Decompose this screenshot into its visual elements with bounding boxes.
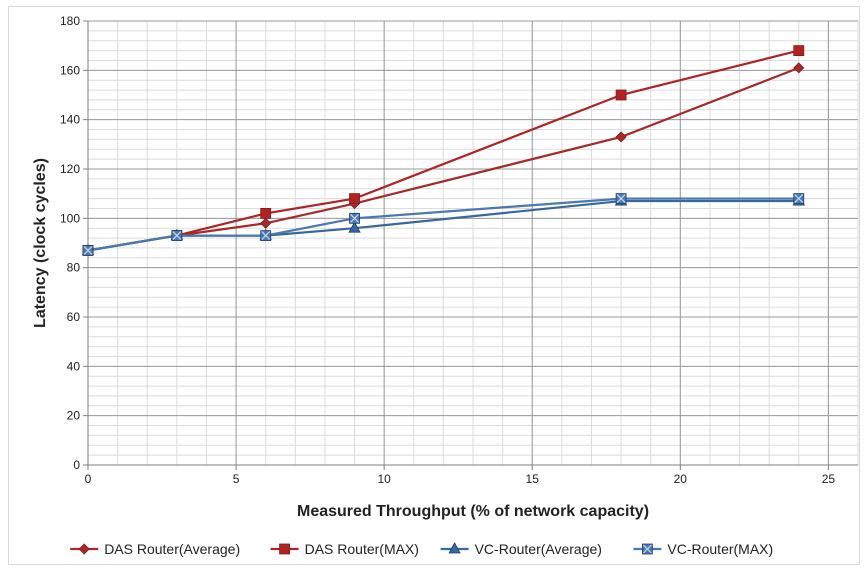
marker-cross	[350, 213, 359, 223]
x-tick-label: 5	[233, 472, 240, 486]
legend-label: DAS Router(Average)	[104, 541, 240, 557]
y-tick-label: 20	[67, 409, 81, 423]
legend-marker	[78, 543, 90, 555]
marker-cross	[794, 194, 804, 204]
y-tick-label: 140	[60, 113, 80, 127]
data-point	[348, 221, 361, 233]
data-point	[171, 230, 183, 242]
y-axis-title: Latency (clock cycles)	[32, 158, 49, 328]
data-point	[260, 217, 272, 229]
legend-label: VC-Router(Average)	[475, 541, 602, 557]
data-point	[349, 193, 360, 205]
series-layer	[81, 45, 805, 256]
legend-item-1: DAS Router(MAX)	[270, 541, 419, 557]
minor-gridlines	[87, 20, 859, 466]
y-tick-label: 80	[67, 261, 81, 275]
legend-label: DAS Router(MAX)	[305, 541, 419, 557]
y-tick-label: 0	[73, 458, 80, 472]
data-point	[260, 207, 272, 219]
data-point	[793, 193, 805, 205]
data-point	[615, 131, 627, 143]
y-tick-label: 100	[60, 211, 80, 225]
legend-marker	[279, 543, 291, 555]
legend-marker	[448, 542, 461, 554]
x-tick-label: 20	[674, 472, 688, 486]
legend-item-0: DAS Router(Average)	[70, 541, 240, 557]
tick-labels: 0 5 10 15 20 25 0 20 40 60 80 100 120 140 160 180	[60, 14, 835, 486]
x-tick-label: 10	[377, 472, 391, 486]
y-tick-label: 180	[60, 14, 80, 28]
data-point	[615, 89, 627, 101]
legend-label: VC-Router(MAX)	[667, 541, 773, 557]
series-line	[87, 197, 799, 252]
data-point	[82, 244, 94, 256]
marker-cross	[172, 231, 182, 241]
data-point	[793, 62, 805, 74]
legend: DAS Router(Average) DAS Router(MAX) VC-Rou…	[70, 541, 773, 557]
marker-cross	[616, 194, 626, 204]
axes	[87, 21, 858, 466]
x-tick-label: 0	[85, 472, 92, 486]
data-point	[615, 193, 627, 205]
marker-cross	[642, 544, 652, 554]
x-tick-label: 15	[526, 472, 540, 486]
y-tick-label: 120	[60, 162, 80, 176]
x-axis-title: Measured Throughput (% of network capaci…	[297, 503, 649, 520]
marker-cross	[83, 245, 93, 255]
y-tick-label: 160	[60, 63, 80, 77]
data-point	[793, 45, 805, 56]
data-point	[349, 212, 360, 224]
legend-item-3: VC-Router(MAX)	[633, 541, 773, 557]
legend-marker	[642, 543, 653, 555]
y-tick-label: 60	[67, 310, 81, 324]
legend-item-2: VC-Router(Average)	[440, 541, 602, 557]
y-tick-label: 40	[67, 359, 81, 373]
data-point	[260, 230, 272, 242]
x-tick-label: 25	[822, 472, 836, 486]
series-3	[82, 193, 805, 256]
marker-cross	[261, 231, 271, 241]
